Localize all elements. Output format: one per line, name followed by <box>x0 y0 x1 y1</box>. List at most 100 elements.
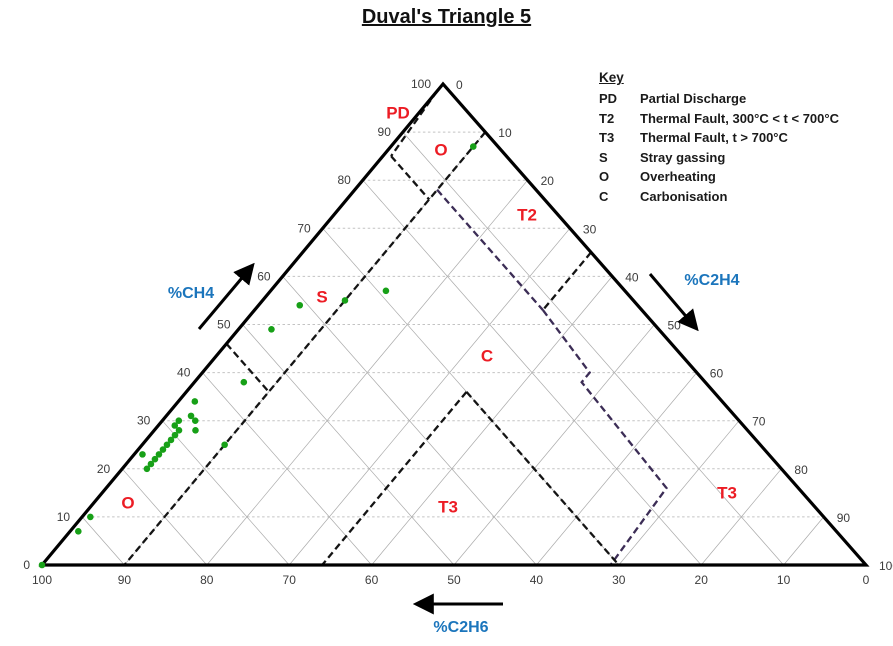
zone-boundary-t2-c-line <box>436 189 544 311</box>
axis-label: %C2H6 <box>433 619 488 636</box>
data-point <box>175 427 183 434</box>
axis-tick-label: 0 <box>456 78 463 92</box>
legend-abbr: O <box>599 169 610 184</box>
axis-tick-label: 40 <box>177 366 191 380</box>
legend: Key PD Partial Discharge T2 Thermal Fault,… <box>599 70 889 206</box>
gridline-c2h6 <box>402 131 784 566</box>
legend-desc: Overheating <box>640 169 716 184</box>
zone-boundary-o-s-line <box>390 155 431 201</box>
axis-tick-label: 20 <box>541 174 555 188</box>
axis-tick-label: 100 <box>411 77 431 91</box>
zone-label-c: C <box>481 346 493 365</box>
triangle-edges <box>38 81 870 567</box>
zone-boundary-c-t3-center-l <box>321 391 468 566</box>
axis-tick-label: 50 <box>217 318 231 332</box>
legend-abbr: T3 <box>599 130 615 145</box>
gridline-c2h4 <box>783 516 824 566</box>
data-point <box>191 398 199 405</box>
data-point <box>171 422 179 429</box>
axis-tick-label: 20 <box>695 573 709 587</box>
zone-label-t3: T3 <box>717 483 737 502</box>
zone-label-o: O <box>121 493 134 512</box>
legend-item: T2 Thermal Fault, 300°C < t < 700°C <box>599 109 889 129</box>
axis-label: %C2H4 <box>684 272 739 289</box>
axis-tick-label: 70 <box>752 415 766 429</box>
zone-boundary-c-t3-center-r <box>465 391 620 566</box>
axis-tick-label: 80 <box>794 463 808 477</box>
legend-item: C Carbonisation <box>599 187 889 207</box>
legend-heading: Key <box>599 70 624 85</box>
gridline-c2h6 <box>162 420 290 566</box>
gridline-c2h4 <box>618 420 740 566</box>
data-point <box>159 446 167 453</box>
legend-item: T3 Thermal Fault, t > 700°C <box>599 128 889 148</box>
data-point <box>151 455 159 463</box>
data-point <box>469 143 477 150</box>
gridline-c2h4 <box>700 468 782 566</box>
data-point <box>296 301 304 309</box>
data-point <box>38 561 46 569</box>
gridline-c2h4 <box>453 324 655 566</box>
axis-label: %CH4 <box>168 285 214 302</box>
data-point <box>143 465 151 473</box>
zone-label-t3: T3 <box>438 497 458 516</box>
axis-tick-label: 10 <box>57 510 71 524</box>
legend-abbr: PD <box>599 91 618 106</box>
data-point <box>147 460 155 468</box>
legend-desc: Stray gassing <box>640 149 726 165</box>
legend-desc: Thermal Fault, t > 700°C <box>640 130 788 145</box>
data-point <box>240 378 248 386</box>
zone-boundary-c-t3-steps <box>542 309 668 566</box>
axis-tick-label: 70 <box>297 221 311 235</box>
axis-tick-label: 100 <box>879 559 893 573</box>
axis-tick-label: 10 <box>777 573 791 587</box>
axis-tick-label: 60 <box>257 269 271 283</box>
data-point <box>382 287 390 295</box>
zone-label-t2: T2 <box>517 205 537 224</box>
axis-tick-label: 40 <box>625 270 639 284</box>
data-point <box>175 417 183 425</box>
axis-tick-label: 80 <box>200 573 214 587</box>
axis-arrow <box>197 262 255 330</box>
legend-abbr: S <box>599 149 608 165</box>
axis-tick-label: 50 <box>447 573 461 587</box>
axis-tick-label: 100 <box>32 573 52 587</box>
gridline-c2h4 <box>536 372 698 566</box>
zone-label-pd: PD <box>386 103 410 122</box>
axis-tick-label: 90 <box>118 573 132 587</box>
gridline-c2h4 <box>288 228 571 566</box>
zone-boundary-s-o-line <box>225 342 270 393</box>
data-point <box>87 513 94 521</box>
zone-boundary-c2h4-10-line <box>123 131 487 566</box>
gridline-c2h6 <box>202 372 372 566</box>
axis-tick-label: 20 <box>97 462 111 476</box>
data-point <box>75 528 82 535</box>
data-point <box>167 436 175 444</box>
axis-tick-label: 50 <box>668 319 682 333</box>
data-point <box>139 451 146 458</box>
data-point <box>187 412 195 420</box>
axis-tick-label: 70 <box>283 573 297 587</box>
legend-item: PD Partial Discharge <box>599 89 889 109</box>
data-point <box>268 326 275 333</box>
data-point <box>163 441 171 449</box>
data-point <box>155 451 163 458</box>
axis-tick-label: 90 <box>837 511 851 525</box>
axis-tick-label: 10 <box>498 126 512 140</box>
axis-tick-label: 90 <box>378 125 392 139</box>
legend-abbr: T2 <box>599 110 615 126</box>
axis-tick-label: 0 <box>863 573 870 587</box>
axis-tick-label: 30 <box>583 222 597 236</box>
legend-desc: Partial Discharge <box>640 91 747 106</box>
axis-tick-label: 30 <box>612 573 626 587</box>
legend-desc: Carbonisation <box>640 188 728 204</box>
data-point <box>221 441 228 449</box>
data-point <box>192 427 199 434</box>
axis-tick-label: 0 <box>23 558 30 572</box>
data-point <box>171 431 179 439</box>
legend-abbr: C <box>599 188 609 204</box>
data-point <box>341 297 349 304</box>
axis-tick-label: 40 <box>530 573 544 587</box>
